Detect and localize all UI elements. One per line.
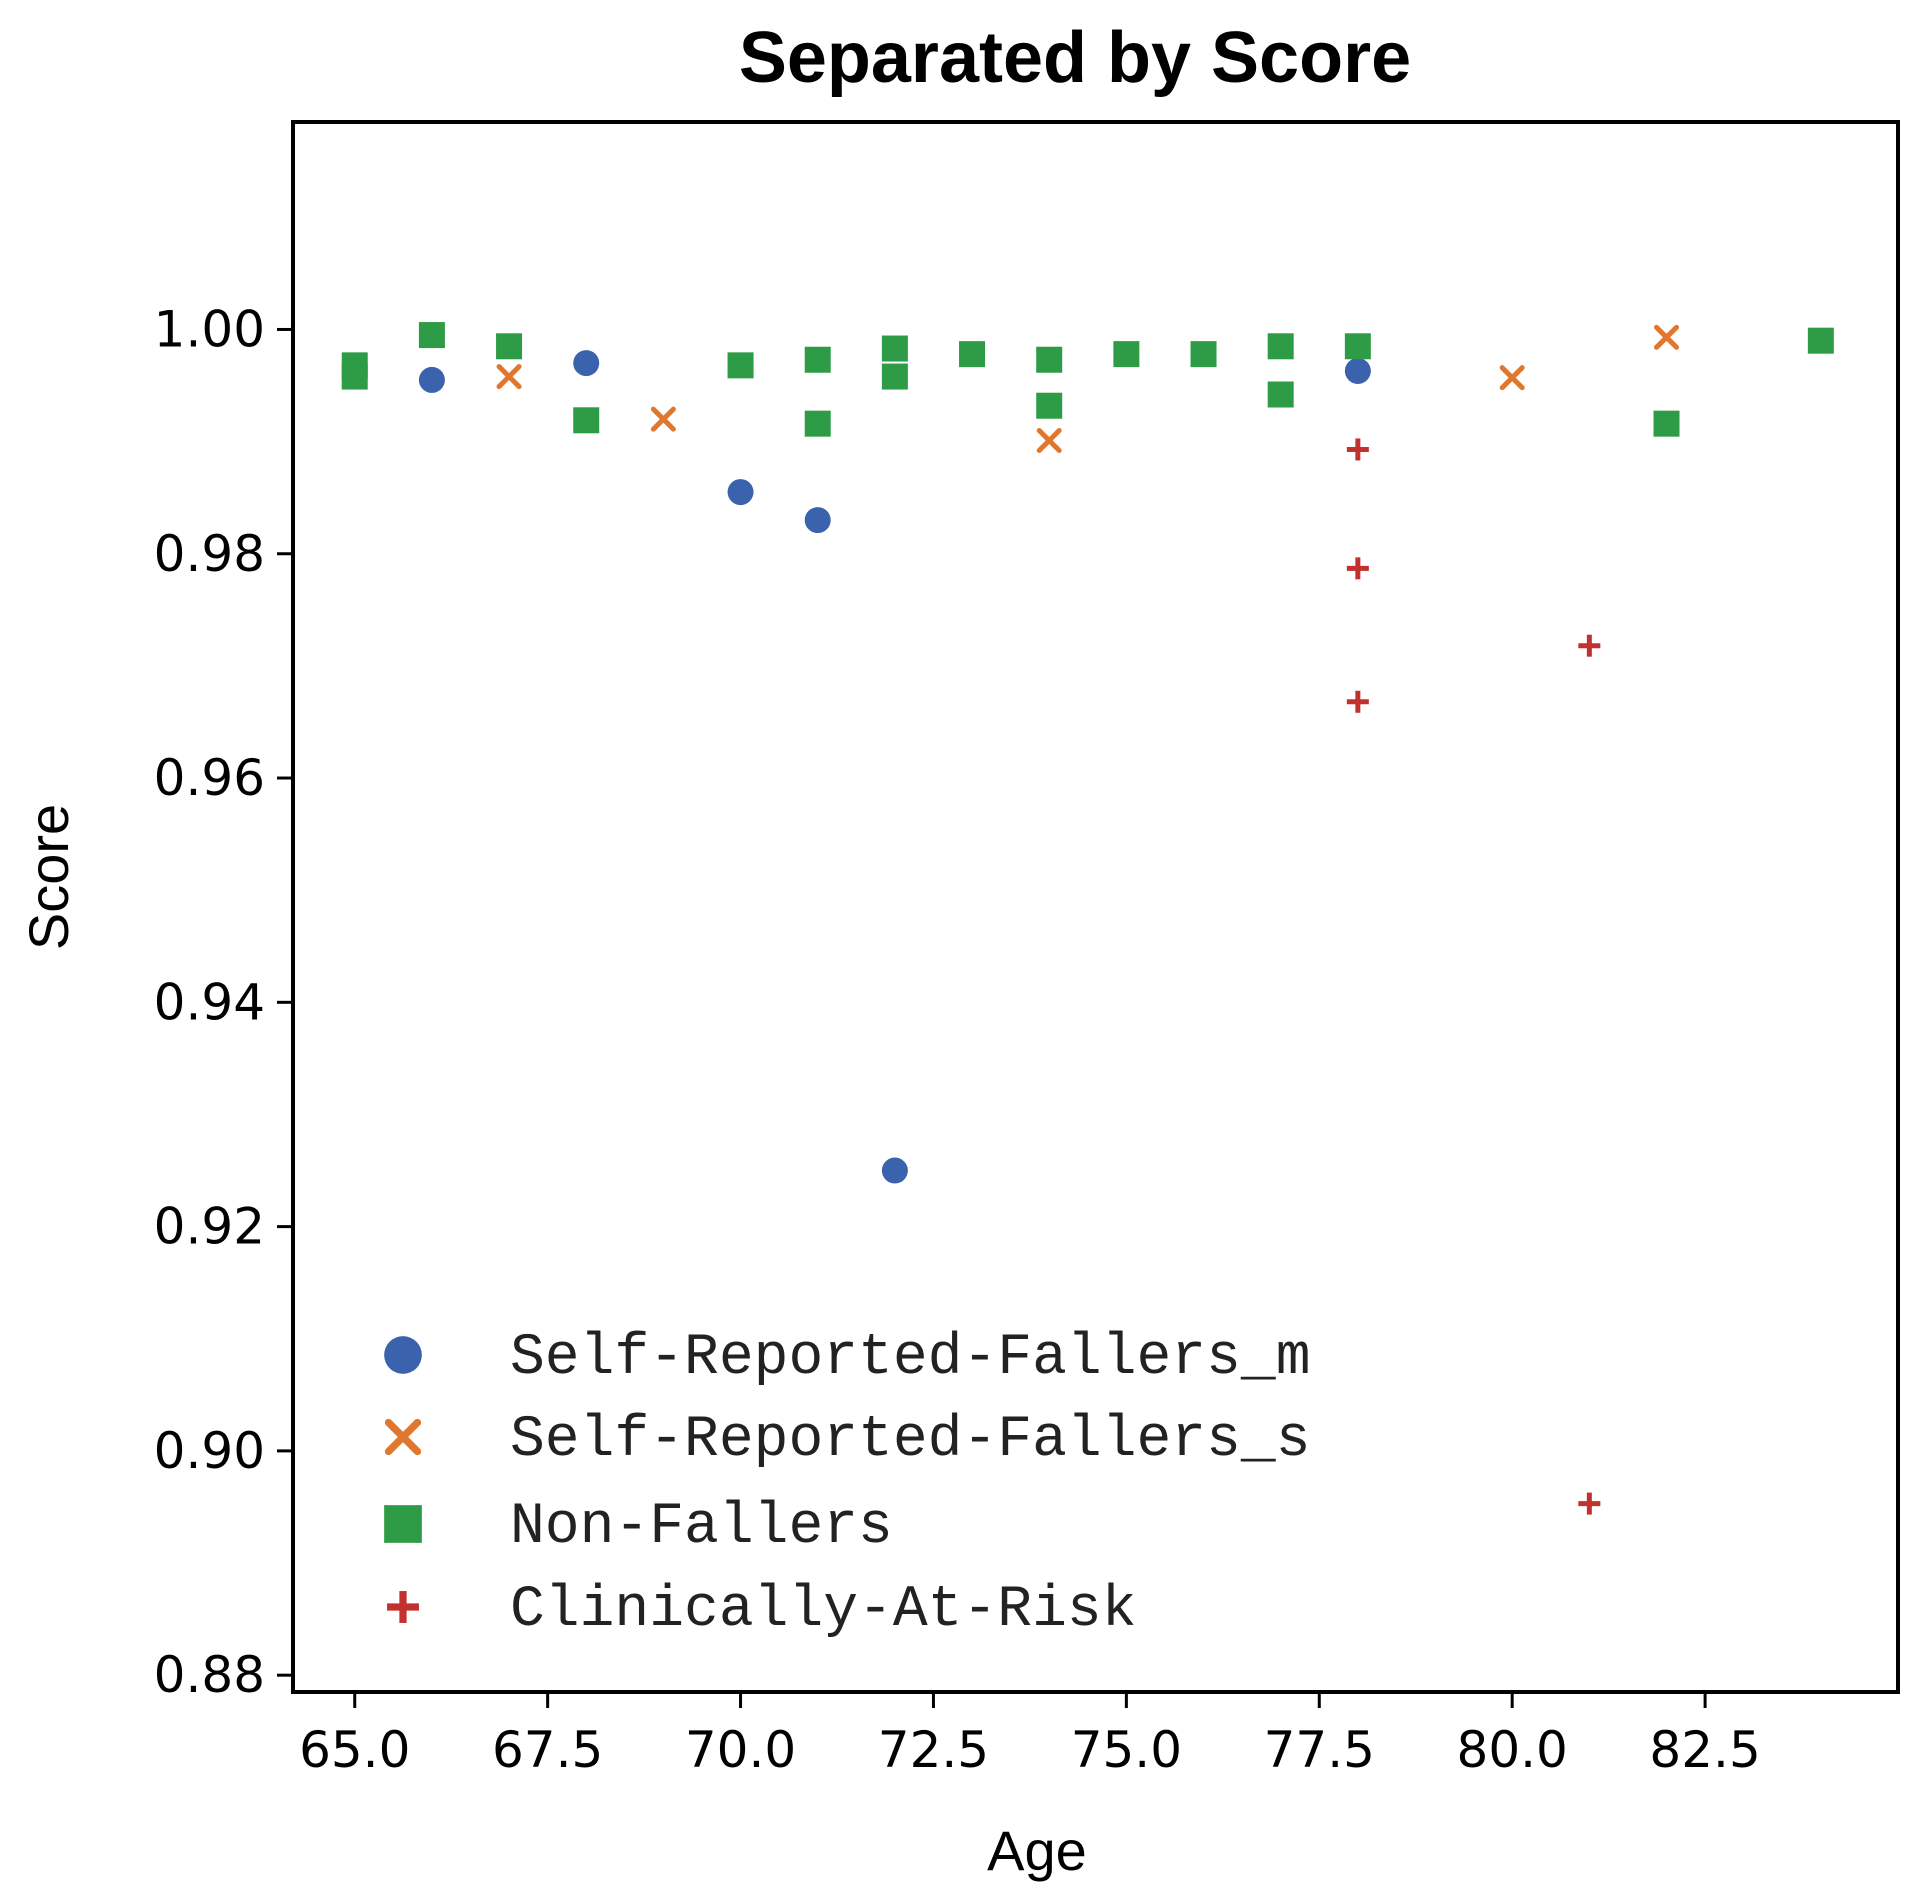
chart-title: Separated by Score	[739, 18, 1411, 98]
x-tick-label: 82.5	[1649, 1721, 1760, 1779]
legend-entry: Clinically-At-Risk	[387, 1578, 1137, 1643]
legend-marker	[387, 1591, 419, 1623]
x-tick-label: 77.5	[1264, 1721, 1375, 1779]
y-tick-label: 0.94	[154, 973, 265, 1031]
y-tick-label: 0.90	[154, 1422, 265, 1480]
data-point	[1653, 410, 1680, 437]
data-point	[496, 364, 522, 390]
data-point	[650, 406, 676, 432]
data-point	[881, 363, 908, 390]
x-tick-label: 75.0	[1071, 1721, 1182, 1779]
legend-marker	[384, 1336, 422, 1374]
series-clinically-at-risk	[1346, 438, 1601, 1515]
data-point	[1578, 634, 1601, 657]
y-tick-label: 0.96	[154, 749, 265, 807]
legend-label: Clinically-At-Risk	[510, 1578, 1137, 1643]
legend-marker	[384, 1505, 422, 1543]
data-point	[1036, 427, 1062, 453]
data-point	[1113, 341, 1140, 368]
data-point	[418, 366, 445, 393]
data-point	[1036, 392, 1063, 419]
legend-entry: Non-Fallers	[384, 1495, 893, 1560]
data-point	[1807, 327, 1834, 354]
data-point	[1036, 346, 1063, 373]
legend: Self-Reported-Fallers_m Self-Reported-Fal…	[384, 1326, 1311, 1643]
data-point	[804, 410, 831, 437]
data-point	[1346, 438, 1369, 461]
data-point	[573, 350, 600, 377]
legend-label: Self-Reported-Fallers_m	[510, 1326, 1311, 1391]
data-point	[881, 1157, 908, 1184]
data-point	[959, 341, 986, 368]
y-tick-label: 0.88	[154, 1646, 265, 1704]
y-axis: 0.88 0.90 0.92 0.94 0.96 0.98 1.00	[154, 300, 293, 1704]
x-tick-label: 65.0	[299, 1721, 410, 1779]
data-point	[1499, 365, 1525, 391]
data-point	[727, 352, 754, 379]
data-point	[1190, 341, 1217, 368]
legend-label: Non-Fallers	[510, 1495, 893, 1560]
data-point	[1344, 333, 1371, 360]
x-tick-label: 80.0	[1457, 1721, 1568, 1779]
data-point	[1267, 381, 1294, 408]
series-self-reported-fallers_s	[496, 324, 1680, 453]
data-points	[341, 322, 1834, 1515]
x-axis-label: Age	[987, 1819, 1087, 1882]
x-tick-label: 70.0	[685, 1721, 796, 1779]
data-point	[418, 322, 445, 349]
legend-marker	[384, 1418, 422, 1456]
data-point	[1267, 333, 1294, 360]
x-axis: 65.0 67.5 70.0 72.5 75.0 77.5 80.0 82.5	[299, 1692, 1761, 1779]
data-point	[1346, 557, 1369, 580]
data-point	[804, 507, 831, 534]
series-non-fallers	[341, 322, 1834, 437]
legend-entry: Self-Reported-Fallers_m	[384, 1326, 1311, 1391]
plot-area	[291, 120, 1900, 1694]
data-point	[727, 479, 754, 506]
legend-entry: Self-Reported-Fallers_s	[384, 1408, 1311, 1473]
data-point	[804, 346, 831, 373]
x-tick-label: 67.5	[492, 1721, 603, 1779]
data-point	[1346, 690, 1369, 713]
data-point	[1344, 357, 1371, 384]
data-point	[1578, 1492, 1601, 1515]
x-tick-label: 72.5	[878, 1721, 989, 1779]
y-axis-label: Score	[17, 804, 80, 950]
data-point	[573, 407, 600, 434]
y-tick-label: 0.98	[154, 525, 265, 583]
data-point	[881, 335, 908, 362]
data-point	[341, 352, 368, 379]
y-tick-label: 0.92	[154, 1198, 265, 1256]
legend-label: Self-Reported-Fallers_s	[510, 1408, 1311, 1473]
series-self-reported-fallers_m	[418, 350, 1371, 1184]
y-tick-label: 1.00	[154, 300, 265, 358]
data-point	[1654, 324, 1680, 350]
data-point	[496, 333, 523, 360]
